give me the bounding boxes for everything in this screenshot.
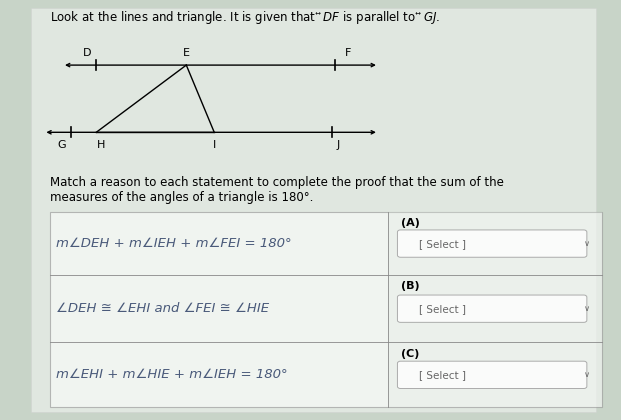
FancyBboxPatch shape xyxy=(31,8,596,412)
Text: m∠EHI + m∠HIE + m∠IEH = 180°: m∠EHI + m∠HIE + m∠IEH = 180° xyxy=(56,368,288,381)
Text: F: F xyxy=(345,47,351,58)
Text: [ Select ]: [ Select ] xyxy=(419,239,466,249)
FancyBboxPatch shape xyxy=(397,295,587,323)
Text: D: D xyxy=(83,47,91,58)
Text: G: G xyxy=(58,140,66,150)
Text: measures of the angles of a triangle is 180°.: measures of the angles of a triangle is … xyxy=(50,191,313,204)
Text: [ Select ]: [ Select ] xyxy=(419,370,466,380)
Text: m∠DEH + m∠IEH + m∠FEI = 180°: m∠DEH + m∠IEH + m∠FEI = 180° xyxy=(56,237,291,250)
Text: Match a reason to each statement to complete the proof that the sum of the: Match a reason to each statement to comp… xyxy=(50,176,504,189)
Text: ∨: ∨ xyxy=(584,239,590,248)
FancyBboxPatch shape xyxy=(397,361,587,388)
Text: ∠DEH ≅ ∠EHI and ∠FEI ≅ ∠HIE: ∠DEH ≅ ∠EHI and ∠FEI ≅ ∠HIE xyxy=(56,302,269,315)
Text: Look at the lines and triangle. It is given that $\overleftrightarrow{DF}$ is pa: Look at the lines and triangle. It is gi… xyxy=(50,9,440,26)
Text: E: E xyxy=(183,47,190,58)
Text: ∨: ∨ xyxy=(584,304,590,313)
Text: J: J xyxy=(337,140,340,150)
Text: I: I xyxy=(212,140,216,150)
Text: (A): (A) xyxy=(401,218,419,228)
Text: (C): (C) xyxy=(401,349,419,359)
Bar xyxy=(50,212,602,407)
Text: [ Select ]: [ Select ] xyxy=(419,304,466,314)
Text: (B): (B) xyxy=(401,281,419,291)
Text: H: H xyxy=(97,140,106,150)
Bar xyxy=(388,212,602,407)
Text: ∨: ∨ xyxy=(584,370,590,379)
FancyBboxPatch shape xyxy=(397,230,587,257)
